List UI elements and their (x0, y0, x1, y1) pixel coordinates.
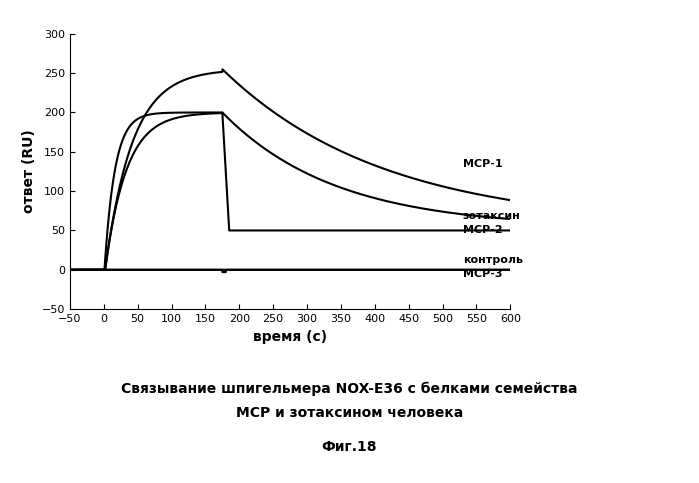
Text: зотаксин: зотаксин (463, 211, 521, 221)
Text: МСР-2: МСР-2 (463, 226, 503, 235)
Text: МСР и зотаксином человека: МСР и зотаксином человека (236, 406, 463, 420)
Text: МСР-3: МСР-3 (463, 269, 503, 279)
Y-axis label: ответ (RU): ответ (RU) (22, 129, 36, 213)
X-axis label: время (с): время (с) (253, 329, 327, 343)
Text: Фиг.18: Фиг.18 (322, 440, 377, 454)
Text: Связывание шпигельмера NOX-E36 с белками семейства: Связывание шпигельмера NOX-E36 с белками… (121, 382, 578, 396)
Text: контроль: контроль (463, 256, 523, 265)
Text: МСР-1: МСР-1 (463, 158, 503, 169)
